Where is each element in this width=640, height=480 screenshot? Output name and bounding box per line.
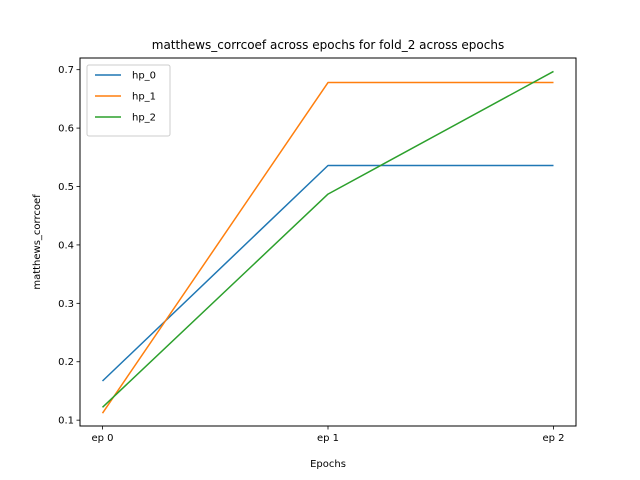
x-axis: ep 0 ep 1 ep 2: [91, 426, 565, 444]
x-tick-label: ep 2: [542, 433, 564, 444]
x-tick-label: ep 0: [91, 433, 113, 444]
legend: hp_0 hp_1 hp_2: [86, 64, 171, 137]
series-line-hp_1: [101, 81, 554, 414]
y-axis: 0.1 0.2 0.3 0.4 0.5 0.6 0.7: [58, 65, 80, 427]
plot-area: [101, 70, 554, 414]
series-line-hp_2: [101, 70, 554, 408]
chart-title: matthews_corrcoef across epochs for fold…: [152, 38, 504, 52]
y-tick-label: 0.2: [58, 357, 74, 368]
legend-label-hp_1: hp_1: [132, 92, 156, 103]
y-tick-label: 0.7: [58, 65, 74, 76]
series-line-hp_0: [101, 164, 554, 382]
y-tick-label: 0.4: [58, 240, 74, 251]
y-axis-label: matthews_corrcoef: [32, 194, 43, 290]
y-tick-label: 0.1: [58, 416, 74, 427]
x-tick-label: ep 1: [317, 433, 339, 444]
y-tick-label: 0.6: [58, 124, 74, 135]
y-tick-label: 0.3: [58, 299, 74, 310]
legend-label-hp_2: hp_2: [132, 113, 156, 124]
x-axis-label: Epochs: [310, 459, 346, 470]
legend-label-hp_0: hp_0: [132, 71, 156, 82]
y-tick-label: 0.5: [58, 182, 74, 193]
legend-box: [86, 64, 171, 137]
